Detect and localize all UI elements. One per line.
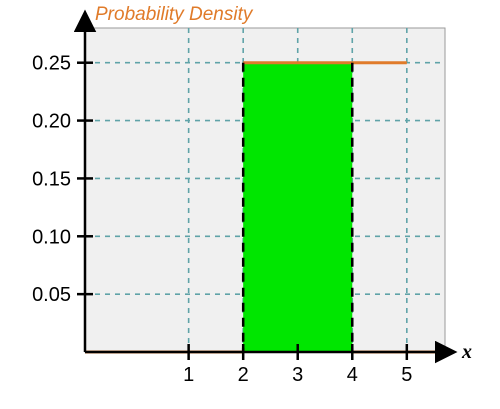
shaded-rectangle xyxy=(243,62,353,352)
shaded-region xyxy=(243,62,353,352)
tick-marks xyxy=(77,61,409,360)
x-tick-label: 2 xyxy=(238,364,249,386)
y-tick-label: 0.20 xyxy=(32,111,71,133)
x-tick-label: 3 xyxy=(292,364,303,386)
tick-labels: 1 2 3 4 5 0.25 0.20 0.15 0.10 0.05 xyxy=(32,53,412,386)
y-tick-label: 0.25 xyxy=(32,53,71,75)
dashed-boundaries xyxy=(241,62,354,352)
x-axis-title: x xyxy=(461,341,472,363)
y-axis-title: Probability Density xyxy=(95,4,254,25)
x-tick-label: 5 xyxy=(401,364,412,386)
y-tick-label: 0.05 xyxy=(32,284,71,306)
y-tick-label: 0.10 xyxy=(32,226,71,248)
x-tick-label: 1 xyxy=(183,364,194,386)
axes xyxy=(73,9,458,364)
x-tick-label: 4 xyxy=(347,364,358,386)
y-tick-label: 0.15 xyxy=(32,168,71,190)
